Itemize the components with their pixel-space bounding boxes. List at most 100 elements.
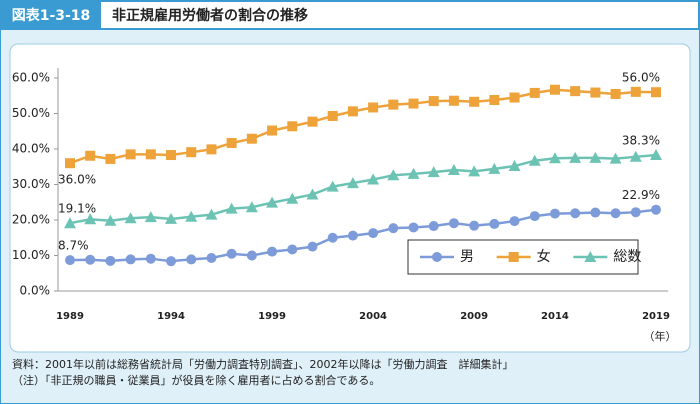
marker: [448, 218, 459, 229]
marker: [529, 211, 540, 222]
marker: [85, 150, 96, 161]
marker: [286, 192, 299, 204]
marker: [367, 173, 380, 185]
legend-label: 男: [460, 249, 474, 265]
marker: [388, 99, 399, 110]
marker: [489, 218, 500, 229]
marker: [469, 220, 480, 231]
y-tick-label: 10.0%: [12, 248, 50, 262]
marker: [226, 248, 237, 259]
marker: [306, 188, 319, 200]
marker: [610, 88, 621, 99]
marker: [609, 152, 622, 164]
marker: [186, 147, 197, 158]
marker: [326, 180, 339, 192]
marker: [206, 252, 217, 263]
marker: [65, 255, 75, 266]
marker: [368, 228, 379, 239]
marker: [144, 211, 157, 223]
marker: [570, 208, 581, 219]
y-tick-label: 0.0%: [20, 284, 51, 298]
marker: [145, 149, 156, 160]
marker: [630, 207, 641, 218]
marker: [651, 87, 661, 98]
marker: [307, 116, 318, 127]
marker: [125, 254, 136, 265]
marker: [267, 246, 278, 257]
marker: [448, 95, 459, 106]
data-label: 22.9%: [622, 188, 660, 202]
marker: [509, 216, 520, 227]
marker: [245, 201, 258, 213]
marker: [488, 162, 501, 174]
marker: [186, 254, 197, 265]
legend-marker: [584, 251, 597, 262]
marker: [447, 163, 460, 175]
y-tick-label: 40.0%: [12, 142, 50, 156]
x-tick-label: 1994: [157, 311, 185, 322]
x-tick-label: 2009: [460, 311, 488, 322]
marker: [368, 102, 379, 113]
marker: [105, 153, 116, 164]
marker: [387, 169, 400, 181]
marker: [630, 86, 641, 97]
marker: [346, 177, 359, 189]
marker: [267, 125, 278, 136]
marker: [104, 214, 117, 226]
marker: [84, 213, 97, 225]
marker: [347, 230, 358, 241]
marker: [287, 244, 298, 255]
marker: [65, 158, 75, 169]
marker: [590, 87, 601, 98]
marker: [650, 149, 662, 161]
marker: [185, 210, 198, 222]
series-line: [69, 153, 657, 225]
legend-label: 女: [537, 248, 551, 265]
legend-label: 総数: [613, 249, 641, 265]
marker: [287, 121, 298, 132]
marker: [166, 150, 177, 161]
marker: [246, 250, 257, 261]
figure-label: 図表1-3-18: [12, 7, 91, 24]
marker: [307, 241, 318, 252]
marker: [347, 106, 358, 117]
figure-label-bg: [1, 1, 101, 29]
note: 資料：2001年以前は総務省統計局「労働力調査特別調査」、2002年以降は「労働…: [12, 357, 514, 371]
marker: [629, 150, 642, 162]
marker: [509, 92, 520, 103]
x-tick-label: 2019: [642, 311, 670, 322]
marker: [469, 96, 480, 107]
marker: [408, 222, 419, 233]
y-tick-label: 60.0%: [12, 71, 50, 85]
marker: [327, 232, 338, 243]
marker: [246, 133, 257, 144]
marker: [528, 154, 541, 166]
marker: [549, 208, 560, 219]
header-bg: [0, 0, 700, 30]
x-unit: （年）: [644, 329, 677, 343]
legend-marker: [508, 252, 519, 262]
data-label: 19.1%: [58, 202, 96, 216]
marker: [226, 137, 237, 148]
marker: [205, 208, 218, 220]
marker: [206, 144, 217, 155]
note: （注）「非正規の職員・従業員」が役員を除く雇用者に占める割合である。: [12, 373, 380, 387]
x-tick-label: 2014: [541, 311, 569, 322]
marker: [407, 167, 420, 179]
marker: [589, 151, 602, 163]
marker: [145, 253, 156, 264]
data-label: 36.0%: [58, 173, 96, 187]
marker: [548, 152, 561, 164]
marker: [266, 196, 279, 208]
marker: [125, 149, 136, 160]
marker: [489, 95, 500, 106]
legend-marker: [432, 252, 442, 262]
marker: [225, 202, 238, 214]
y-tick-label: 30.0%: [12, 177, 50, 191]
y-tick-label: 50.0%: [12, 106, 50, 120]
marker: [64, 217, 76, 229]
marker: [408, 98, 419, 109]
marker: [569, 151, 582, 163]
